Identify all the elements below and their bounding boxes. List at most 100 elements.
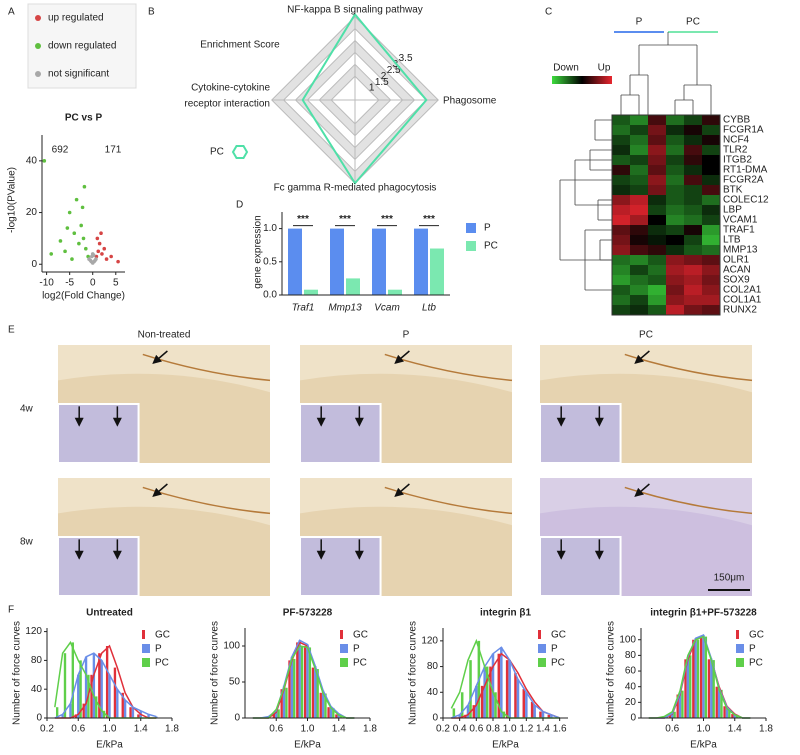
y-tick-label: 100: [223, 641, 240, 652]
chart-title: Untreated: [86, 608, 133, 619]
gene-label: ACAN: [723, 265, 751, 276]
legend-label: PC: [210, 147, 224, 158]
bar: [147, 714, 150, 718]
heatmap-cell: [648, 245, 666, 255]
heatmap-cell: [648, 265, 666, 275]
color-legend: [552, 76, 612, 84]
bar: [681, 690, 684, 718]
annotation: 692: [52, 145, 69, 156]
fit-curve: [54, 644, 157, 719]
bar: [707, 659, 711, 718]
bar: [346, 278, 360, 295]
bar: [108, 674, 111, 718]
bar: [489, 666, 492, 718]
bar: [272, 712, 276, 718]
inset-image: [57, 536, 140, 597]
heatmap-cell: [630, 115, 648, 125]
bar: [692, 639, 695, 718]
bar: [306, 644, 309, 718]
gene-label: TLR2: [723, 145, 748, 156]
heatmap-cell: [702, 155, 720, 165]
bar: [485, 666, 489, 718]
x-axis-label: E/kPa: [492, 740, 519, 751]
x-tick-label: Traf1: [292, 303, 315, 314]
heatmap-border: [611, 114, 721, 316]
heatmap-cell: [612, 125, 630, 135]
heatmap-cell: [684, 205, 702, 215]
x-tick-label: 0.2: [436, 724, 450, 735]
x-tick-label: 0: [90, 278, 96, 289]
bar: [731, 714, 734, 718]
bar: [293, 658, 296, 718]
panel-label: B: [148, 7, 155, 18]
heatmap-cell: [702, 165, 720, 175]
heatmap-cell: [666, 285, 684, 295]
bar: [316, 669, 319, 718]
heatmap-cell: [630, 175, 648, 185]
heatmap-cell: [648, 175, 666, 185]
bar: [472, 705, 476, 718]
x-tick-label: 1.6: [553, 724, 567, 735]
point: [65, 226, 70, 230]
heatmap-cell: [666, 215, 684, 225]
bar: [704, 636, 708, 718]
legend-marker: [35, 43, 41, 49]
bar: [514, 673, 517, 718]
legend-marker: [142, 658, 150, 667]
heatmap-cell: [612, 275, 630, 285]
legend-label: PC: [484, 241, 498, 252]
heatmap-cell: [684, 305, 702, 315]
bar: [102, 710, 106, 718]
heatmap-cell: [702, 185, 720, 195]
heatmap-cell: [648, 295, 666, 305]
heatmap-cell: [612, 265, 630, 275]
heatmap-cell: [684, 125, 702, 135]
bar: [689, 655, 692, 718]
legend-marker: [736, 630, 739, 639]
legend-label: GC: [749, 630, 764, 641]
heatmap-cell: [666, 295, 684, 305]
bar: [710, 658, 713, 718]
heatmap-cell: [630, 125, 648, 135]
legend-marker: [35, 15, 41, 21]
bar: [308, 647, 312, 718]
bar: [469, 660, 472, 718]
y-tick-label: 1.0: [263, 223, 277, 234]
heatmap-cell: [648, 285, 666, 295]
column-title: PC: [639, 330, 653, 341]
heatmap-cell: [630, 225, 648, 235]
bar: [282, 685, 286, 718]
inset-image: [57, 403, 140, 464]
heatmap-cell: [630, 285, 648, 295]
chart-title: integrin β1: [480, 608, 532, 619]
bar: [332, 707, 335, 718]
legend-marker: [466, 223, 476, 233]
heatmap-cell: [666, 195, 684, 205]
heatmap-cell: [684, 245, 702, 255]
axis-label: Fc gamma R-mediated phagocytosis: [274, 183, 437, 194]
x-tick-label: -10: [39, 278, 54, 289]
legend-marker: [466, 241, 476, 251]
y-tick-label: 0.0: [263, 290, 277, 301]
fit-curve: [252, 645, 355, 719]
arrow: [394, 350, 410, 364]
point: [77, 241, 81, 246]
bar: [100, 660, 103, 718]
panel-label: D: [236, 200, 243, 211]
bar: [113, 667, 117, 718]
point: [84, 246, 88, 251]
point: [63, 249, 67, 254]
heatmap-cell: [684, 175, 702, 185]
bar: [92, 653, 96, 718]
gene-label: LTB: [723, 235, 741, 246]
heatmap-cell: [702, 275, 720, 285]
legend-label: up regulated: [48, 13, 104, 24]
point: [109, 254, 113, 259]
panel-label: F: [8, 605, 14, 616]
legend-marker: [538, 644, 546, 653]
legend-label: down regulated: [48, 41, 116, 52]
chart-title: Enrichment Score: [200, 40, 280, 51]
bar: [116, 689, 119, 718]
bar: [304, 289, 318, 295]
